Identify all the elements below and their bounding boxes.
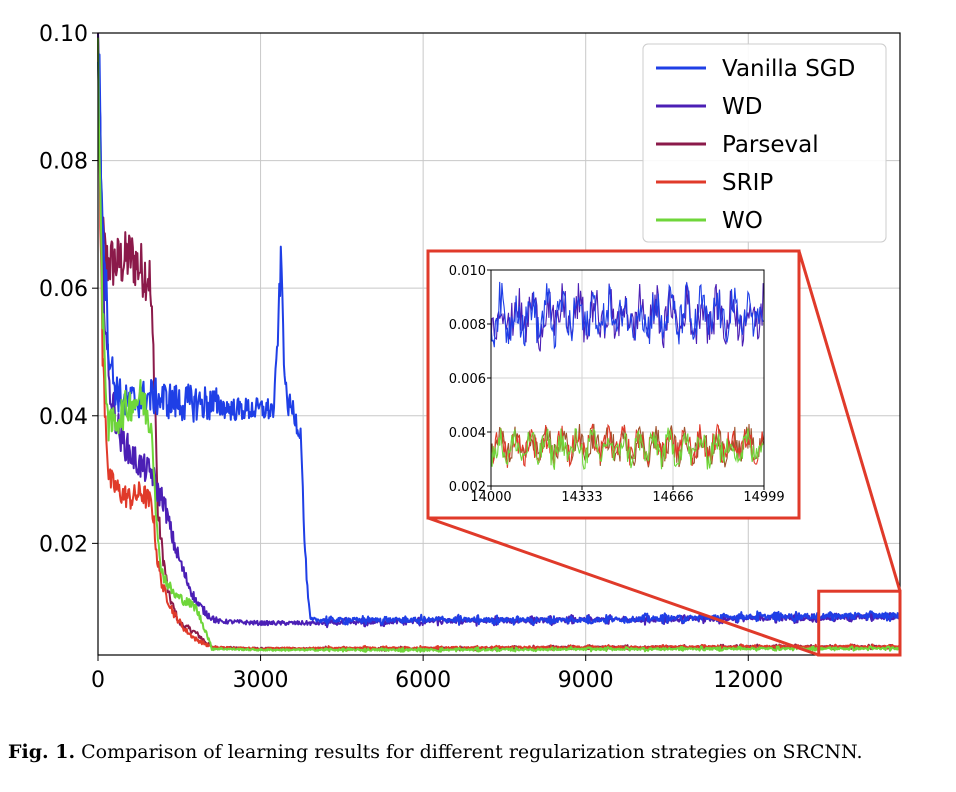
inset-x-tick-label: 14666 [652, 490, 693, 505]
legend-label-wo: WO [722, 208, 763, 234]
x-tick-label: 9000 [558, 668, 614, 693]
axis-ticks: 0 3000 6000 9000 12000 0.02 0.04 0.06 0.08 0.10 [39, 22, 783, 693]
y-tick-label: 0.04 [39, 405, 88, 430]
legend-label-wd: WD [722, 94, 762, 120]
zoom-region-box [817, 589, 902, 657]
series-line-vanilla-sgd [97, 53, 901, 626]
inset-chart: 14000 14333 14666 14999 0.002 0.004 0.006 0.008… [426, 249, 801, 520]
caption-label: Fig. 1. [8, 741, 76, 763]
x-tick-label: 3000 [233, 668, 289, 693]
y-tick-label: 0.08 [39, 150, 88, 175]
zoom-connector-line [797, 250, 902, 592]
x-tick-label: 12000 [713, 668, 783, 693]
figure-caption: Fig. 1. Comparison of learning results f… [8, 741, 948, 763]
inset-y-tick-label: 0.008 [449, 318, 486, 333]
series-lines [97, 32, 901, 653]
zoom-indicator [427, 250, 902, 657]
inset-x-tick-label: 14999 [743, 490, 784, 505]
legend-label-vanilla-sgd: Vanilla SGD [722, 56, 855, 82]
inset-line-vanilla-sgd [490, 281, 764, 350]
inset-frame [426, 249, 801, 520]
legend-label-parseval: Parseval [722, 132, 819, 158]
series-line-wo [97, 37, 901, 653]
inset-y-tick-label: 0.004 [449, 426, 486, 441]
inset-line-wo [490, 427, 764, 470]
zoom-connector-line [427, 516, 820, 657]
x-tick-label: 0 [91, 668, 105, 693]
y-tick-label: 0.02 [39, 532, 88, 557]
y-tick-label: 0.06 [39, 277, 88, 302]
legend-label-srip: SRIP [722, 170, 773, 196]
main-chart: 0 3000 6000 9000 12000 0.02 0.04 0.06 0.08 0.10 1… [39, 22, 902, 693]
x-tick-label: 6000 [395, 668, 451, 693]
inset-y-tick-label: 0.010 [449, 264, 486, 279]
inset-y-tick-label: 0.006 [449, 372, 486, 387]
inset-x-tick-label: 14333 [561, 490, 602, 505]
legend: Vanilla SGD WD Parseval SRIP WO [642, 43, 887, 243]
inset-y-tick-label: 0.002 [449, 480, 486, 495]
caption-text: Comparison of learning results for diffe… [81, 741, 863, 763]
inset-x-tick-label: 14000 [470, 490, 511, 505]
legend-box [642, 43, 887, 243]
plot-frame [97, 32, 901, 656]
y-tick-label: 0.10 [39, 22, 88, 47]
